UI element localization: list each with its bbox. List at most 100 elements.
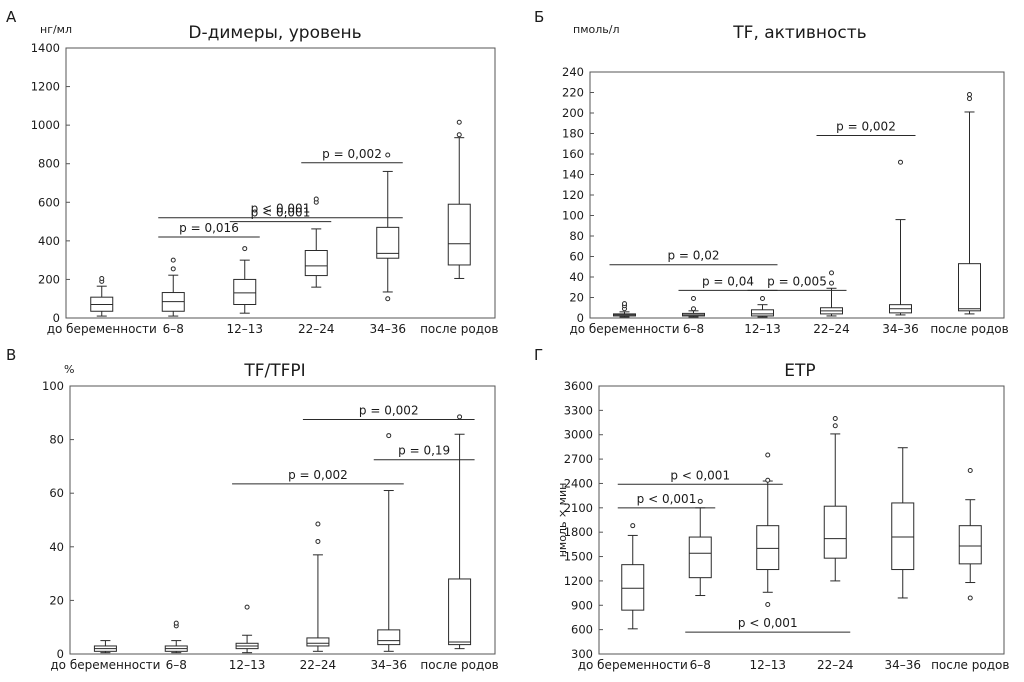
plot-frame xyxy=(69,385,496,655)
y-tick-label: 2700 xyxy=(564,452,593,466)
box-4 xyxy=(304,196,328,288)
outlier-point xyxy=(832,415,838,421)
box-5 xyxy=(891,447,915,599)
x-tick-label: 12–13 xyxy=(749,658,786,672)
outlier-point xyxy=(967,92,972,98)
y-tick-label: 1500 xyxy=(564,550,593,564)
outlier-point xyxy=(765,601,771,607)
outlier-point xyxy=(386,433,392,439)
box-4 xyxy=(820,270,843,317)
outlier-point xyxy=(898,159,903,165)
y-tick-label: 160 xyxy=(562,147,584,161)
outlier-point xyxy=(242,246,248,252)
outlier-point xyxy=(967,467,973,473)
y-tick-label: 300 xyxy=(571,647,593,661)
chart-panel-4: Г ETP нмоль × мин 300 600 900 1200 1500 1800 2100… xyxy=(534,346,1009,672)
x-tick-label: 12–13 xyxy=(744,322,781,336)
x-tick-label: 34–36 xyxy=(882,322,919,336)
y-tick-label: 60 xyxy=(569,250,584,264)
box-5 xyxy=(377,433,401,652)
outlier-point xyxy=(691,306,696,312)
p-value-label: p < 0,001 xyxy=(670,468,730,482)
box-iqr xyxy=(377,629,401,646)
box-5 xyxy=(889,159,912,316)
outlier-point xyxy=(967,96,972,102)
chart-title: TF/TFPI xyxy=(243,361,305,381)
p-value-label: p = 0,19 xyxy=(398,444,450,458)
outlier-point xyxy=(385,152,391,158)
outlier-point xyxy=(765,477,771,483)
y-tick-label: 0 xyxy=(577,311,584,325)
outlier-point xyxy=(622,301,627,307)
outlier-point xyxy=(765,452,771,458)
y-tick-label: 240 xyxy=(562,65,584,79)
box-iqr xyxy=(891,502,915,571)
y-tick-label: 600 xyxy=(38,195,60,209)
outlier-point xyxy=(829,280,834,286)
p-value-label: p = 0,016 xyxy=(179,221,239,235)
box-2 xyxy=(161,257,185,317)
y-tick-label: 80 xyxy=(569,229,584,243)
y-tick-label: 1200 xyxy=(564,574,593,588)
y-tick-label: 1000 xyxy=(31,118,60,132)
outlier-point xyxy=(244,604,250,610)
y-tick-label: 0 xyxy=(53,311,60,325)
box-iqr xyxy=(304,250,328,277)
p-value-label: p = 0,04 xyxy=(702,274,754,288)
y-tick-label: 200 xyxy=(38,272,60,286)
y-tick-label: 1800 xyxy=(564,525,593,539)
x-tick-label: после родов xyxy=(420,322,498,336)
x-tick-label: 6–8 xyxy=(166,658,187,672)
y-tick-label: 40 xyxy=(49,540,64,554)
x-tick-label: 34–36 xyxy=(369,322,406,336)
outlier-point xyxy=(697,498,703,504)
p-value-label: p < 0,001 xyxy=(637,492,697,506)
box-iqr xyxy=(233,278,257,305)
y-tick-label: 200 xyxy=(562,106,584,120)
box-iqr xyxy=(958,525,982,565)
box-2 xyxy=(164,620,188,654)
panel-letter: Г xyxy=(534,346,543,364)
box-3 xyxy=(235,604,259,654)
outlier-point xyxy=(691,296,696,302)
x-tick-label: 12–13 xyxy=(226,322,263,336)
outlier-point xyxy=(760,296,765,302)
outlier-point xyxy=(99,275,105,281)
comparison-1: p < 0,001 xyxy=(158,202,403,219)
outlier-point xyxy=(173,620,179,626)
x-tick-label: 34–36 xyxy=(370,658,407,672)
y-tick-label: 40 xyxy=(569,270,584,284)
x-tick-label: 22–24 xyxy=(817,658,854,672)
box-3 xyxy=(751,296,774,318)
box-5 xyxy=(376,152,400,302)
outlier-point xyxy=(456,119,462,125)
box-1 xyxy=(621,523,645,630)
y-tick-label: 20 xyxy=(49,593,64,607)
y-tick-label: 2400 xyxy=(564,476,593,490)
box-2 xyxy=(688,498,712,597)
outlier-point xyxy=(456,132,462,138)
y-tick-label: 100 xyxy=(42,379,64,393)
y-tick-label: 800 xyxy=(38,157,60,171)
p-value-label: p = 0,002 xyxy=(836,120,896,134)
chart-panel-3: В% TF/TFPI 0 20 40 60 80 100 до беременности 6–8 1… xyxy=(6,346,499,672)
unit-label: пмоль/л xyxy=(573,23,619,36)
x-tick-label: до беременности xyxy=(50,658,160,672)
p-value-label: p = 0,002 xyxy=(359,404,419,418)
comparison-3: p = 0,002 xyxy=(232,468,404,485)
y-tick-label: 600 xyxy=(571,623,593,637)
box-iqr xyxy=(448,578,472,646)
x-tick-label: 6–8 xyxy=(690,658,711,672)
comparison-3: p < 0,001 xyxy=(685,616,851,633)
y-axis-label: нмоль × мин xyxy=(556,483,569,558)
x-tick-label: 6–8 xyxy=(163,322,184,336)
y-tick-label: 3000 xyxy=(564,428,593,442)
p-value-label: p = 0,002 xyxy=(322,147,382,161)
box-6 xyxy=(958,92,981,315)
y-tick-label: 100 xyxy=(562,209,584,223)
box-6 xyxy=(958,467,982,601)
y-tick-label: 900 xyxy=(571,598,593,612)
box-iqr xyxy=(751,309,774,317)
unit-label: % xyxy=(64,363,74,376)
